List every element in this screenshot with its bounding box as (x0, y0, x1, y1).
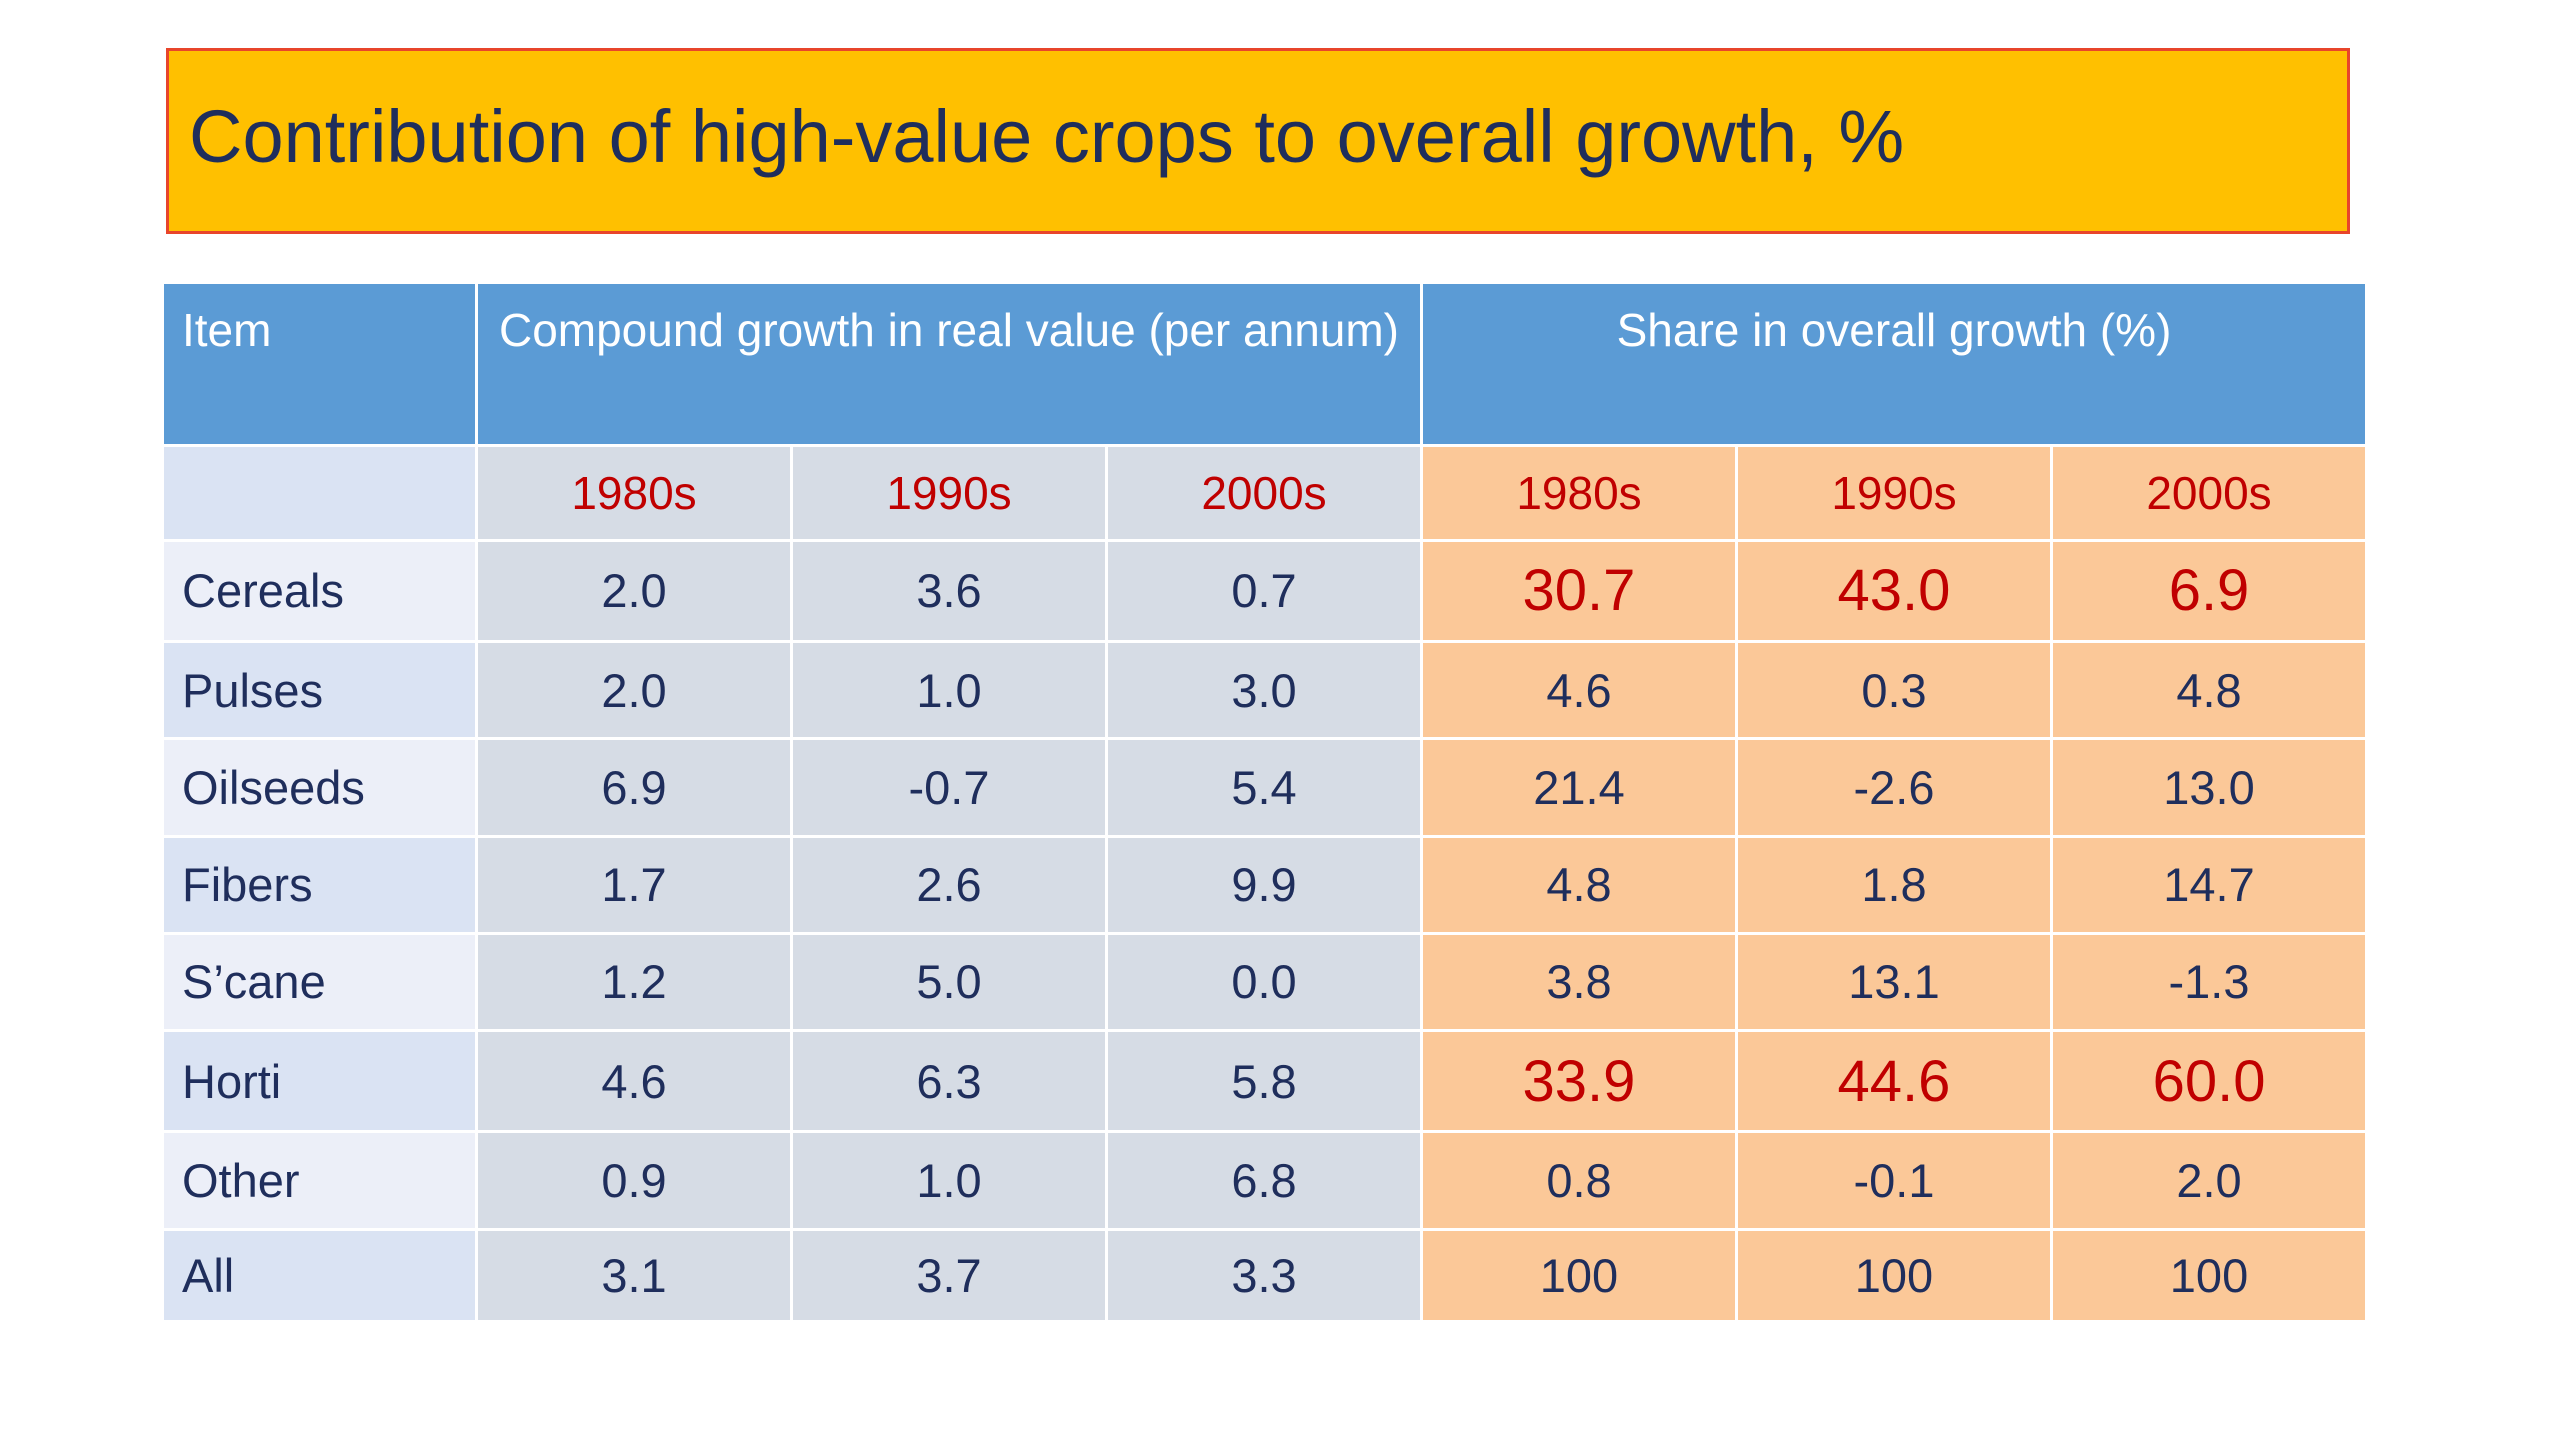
growth-value-cell: 0.7 (1105, 538, 1423, 644)
share-value-cell: 2.0 (2049, 1130, 2369, 1231)
decade-header: 1990s (790, 444, 1108, 542)
growth-value-cell: 2.0 (475, 640, 793, 741)
growth-value-cell: 0.0 (1105, 931, 1423, 1033)
decade-header: 1980s (1420, 444, 1738, 542)
growth-value-cell: 6.3 (790, 1029, 1108, 1134)
growth-value-cell: 4.6 (475, 1029, 793, 1134)
row-item-label: Cereals (161, 538, 478, 644)
row-item-label: All (161, 1227, 478, 1324)
growth-value-cell: 1.2 (475, 931, 793, 1033)
share-group-header: Share in overall growth (%) (1419, 280, 2369, 448)
share-value-cell: 100 (2049, 1227, 2369, 1324)
table-row: S’cane 1.2 5.0 0.0 3.8 13.1 -1.3 (161, 931, 2369, 1033)
share-value-cell: -0.1 (1735, 1130, 2053, 1231)
growth-value-cell: -0.7 (790, 737, 1108, 838)
growth-value-cell: 5.8 (1105, 1029, 1423, 1134)
share-value-cell: -1.3 (2049, 931, 2369, 1033)
row-item-label: Oilseeds (161, 737, 478, 838)
growth-table: Item Compound growth in real value (per … (161, 280, 2369, 1324)
growth-value-cell: 1.0 (790, 640, 1108, 741)
decade-header-blank (161, 444, 478, 542)
share-value-cell: 33.9 (1420, 1029, 1738, 1134)
table-row: All 3.1 3.7 3.3 100 100 100 (161, 1227, 2369, 1324)
table-row: Other 0.9 1.0 6.8 0.8 -0.1 2.0 (161, 1130, 2369, 1231)
table-row: Fibers 1.7 2.6 9.9 4.8 1.8 14.7 (161, 834, 2369, 935)
growth-value-cell: 0.9 (475, 1130, 793, 1231)
share-value-cell: 60.0 (2049, 1029, 2369, 1134)
growth-value-cell: 3.3 (1105, 1227, 1423, 1324)
share-value-cell: 4.8 (1420, 834, 1738, 935)
table-row: Oilseeds 6.9 -0.7 5.4 21.4 -2.6 13.0 (161, 737, 2369, 838)
table-row: Horti 4.6 6.3 5.8 33.9 44.6 60.0 (161, 1029, 2369, 1134)
share-value-cell: 13.1 (1735, 931, 2053, 1033)
share-value-cell: -2.6 (1735, 737, 2053, 838)
growth-value-cell: 5.4 (1105, 737, 1423, 838)
decade-header-row: 1980s 1990s 2000s 1980s 1990s 2000s (161, 444, 2369, 542)
growth-value-cell: 2.6 (790, 834, 1108, 935)
growth-value-cell: 1.0 (790, 1130, 1108, 1231)
share-value-cell: 43.0 (1735, 538, 2053, 644)
growth-value-cell: 1.7 (475, 834, 793, 935)
slide-title: Contribution of high-value crops to over… (189, 94, 1905, 178)
growth-value-cell: 9.9 (1105, 834, 1423, 935)
share-value-cell: 0.8 (1420, 1130, 1738, 1231)
share-value-cell: 1.8 (1735, 834, 2053, 935)
decade-header: 1980s (475, 444, 793, 542)
growth-group-header: Compound growth in real value (per annum… (475, 280, 1423, 448)
growth-value-cell: 6.8 (1105, 1130, 1423, 1231)
share-value-cell: 44.6 (1735, 1029, 2053, 1134)
share-value-cell: 21.4 (1420, 737, 1738, 838)
row-item-label: Pulses (161, 640, 478, 741)
share-value-cell: 4.8 (2049, 640, 2369, 741)
growth-value-cell: 3.1 (475, 1227, 793, 1324)
title-banner: Contribution of high-value crops to over… (166, 48, 2350, 234)
share-value-cell: 4.6 (1420, 640, 1738, 741)
share-value-cell: 3.8 (1420, 931, 1738, 1033)
growth-value-cell: 6.9 (475, 737, 793, 838)
share-value-cell: 100 (1420, 1227, 1738, 1324)
growth-value-cell: 3.6 (790, 538, 1108, 644)
table-row: Pulses 2.0 1.0 3.0 4.6 0.3 4.8 (161, 640, 2369, 741)
growth-value-cell: 2.0 (475, 538, 793, 644)
share-value-cell: 0.3 (1735, 640, 2053, 741)
row-item-label: S’cane (161, 931, 478, 1033)
table-row: Cereals 2.0 3.6 0.7 30.7 43.0 6.9 (161, 538, 2369, 644)
row-item-label: Fibers (161, 834, 478, 935)
row-item-label: Horti (161, 1029, 478, 1134)
item-column-header: Item (161, 280, 478, 448)
decade-header: 1990s (1735, 444, 2053, 542)
share-value-cell: 30.7 (1420, 538, 1738, 644)
growth-value-cell: 3.0 (1105, 640, 1423, 741)
share-value-cell: 14.7 (2049, 834, 2369, 935)
growth-value-cell: 5.0 (790, 931, 1108, 1033)
decade-header: 2000s (1105, 444, 1423, 542)
share-value-cell: 13.0 (2049, 737, 2369, 838)
growth-value-cell: 3.7 (790, 1227, 1108, 1324)
row-item-label: Other (161, 1130, 478, 1231)
share-value-cell: 6.9 (2049, 538, 2369, 644)
header-row: Item Compound growth in real value (per … (161, 280, 2369, 448)
share-value-cell: 100 (1735, 1227, 2053, 1324)
decade-header: 2000s (2049, 444, 2369, 542)
